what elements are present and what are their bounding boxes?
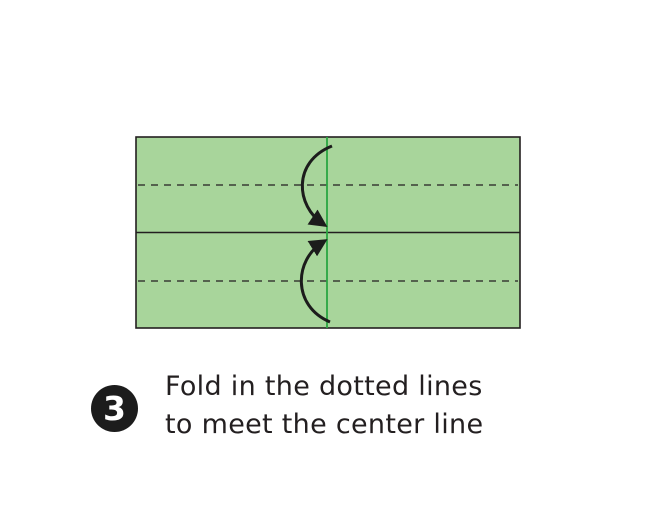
instruction-line-1: Fold in the dotted lines	[165, 371, 483, 402]
step-instruction: Fold in the dotted lines to meet the cen…	[165, 368, 483, 444]
step-number-badge: 3	[91, 385, 138, 432]
instruction-line-2: to meet the center line	[165, 409, 484, 440]
fold-arrow-bottom-icon	[299, 239, 331, 324]
fold-arrow-top-icon	[300, 144, 333, 228]
